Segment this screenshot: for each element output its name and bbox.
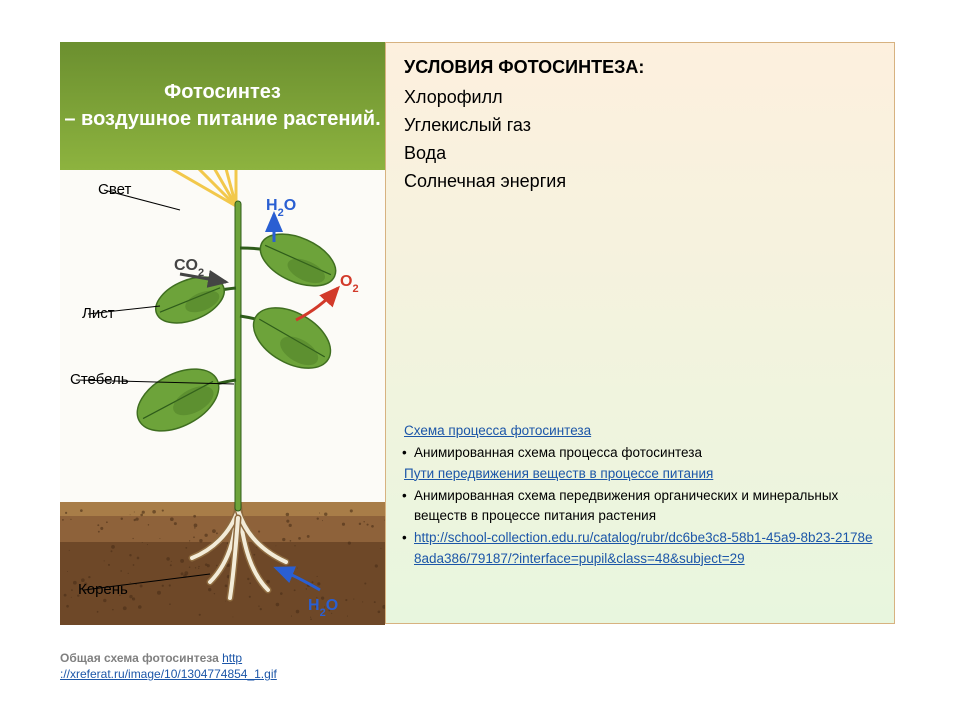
title-line-1: Фотосинтез bbox=[164, 79, 281, 106]
caption-url-link[interactable]: http bbox=[222, 651, 242, 665]
title-block: Фотосинтез – воздушное питание растений. bbox=[60, 42, 385, 170]
links-block: Схема процесса фотосинтеза Анимированная… bbox=[400, 421, 880, 569]
condition-item: Углекислый газ bbox=[404, 112, 876, 140]
caption-url-link[interactable]: ://xreferat.ru/image/10/1304774854_1.gif bbox=[60, 667, 277, 681]
list-item: Анимированная схема процесса фотосинтеза bbox=[400, 443, 880, 463]
conditions-heading: УСЛОВИЯ ФОТОСИНТЕЗА: bbox=[404, 57, 876, 78]
photosynthesis-diagram: CO2O2H2OH2OСветЛистСтебельКорень bbox=[60, 170, 385, 625]
list-item: http://school-collection.edu.ru/catalog/… bbox=[400, 528, 880, 569]
list-item: Анимированная схема передвижения органич… bbox=[400, 486, 880, 527]
external-url-link[interactable]: http://school-collection.edu.ru/catalog/… bbox=[414, 530, 873, 565]
condition-item: Солнечная энергия bbox=[404, 168, 876, 196]
conditions-panel: УСЛОВИЯ ФОТОСИНТЕЗА: Хлорофилл Углекислы… bbox=[385, 42, 895, 624]
condition-item: Хлорофилл bbox=[404, 84, 876, 112]
title-line-2: – воздушное питание растений. bbox=[64, 106, 380, 133]
link-transport-paths[interactable]: Пути передвижения веществ в процессе пит… bbox=[400, 464, 880, 484]
slide: Фотосинтез – воздушное питание растений.… bbox=[0, 0, 960, 720]
link-desc: Анимированная схема передвижения органич… bbox=[414, 488, 838, 523]
link-desc: Анимированная схема процесса фотосинтеза bbox=[414, 445, 702, 460]
caption-label: Общая схема фотосинтеза bbox=[60, 651, 222, 665]
plant-svg: CO2O2H2OH2OСветЛистСтебельКорень bbox=[60, 170, 385, 625]
svg-text:Стебель: Стебель bbox=[70, 371, 129, 388]
diagram-caption: Общая схема фотосинтеза http ://xreferat… bbox=[60, 650, 480, 682]
svg-text:Корень: Корень bbox=[78, 581, 128, 598]
svg-text:Свет: Свет bbox=[98, 181, 131, 198]
condition-item: Вода bbox=[404, 140, 876, 168]
link-scheme-process[interactable]: Схема процесса фотосинтеза bbox=[400, 421, 880, 441]
svg-text:Лист: Лист bbox=[82, 305, 115, 322]
